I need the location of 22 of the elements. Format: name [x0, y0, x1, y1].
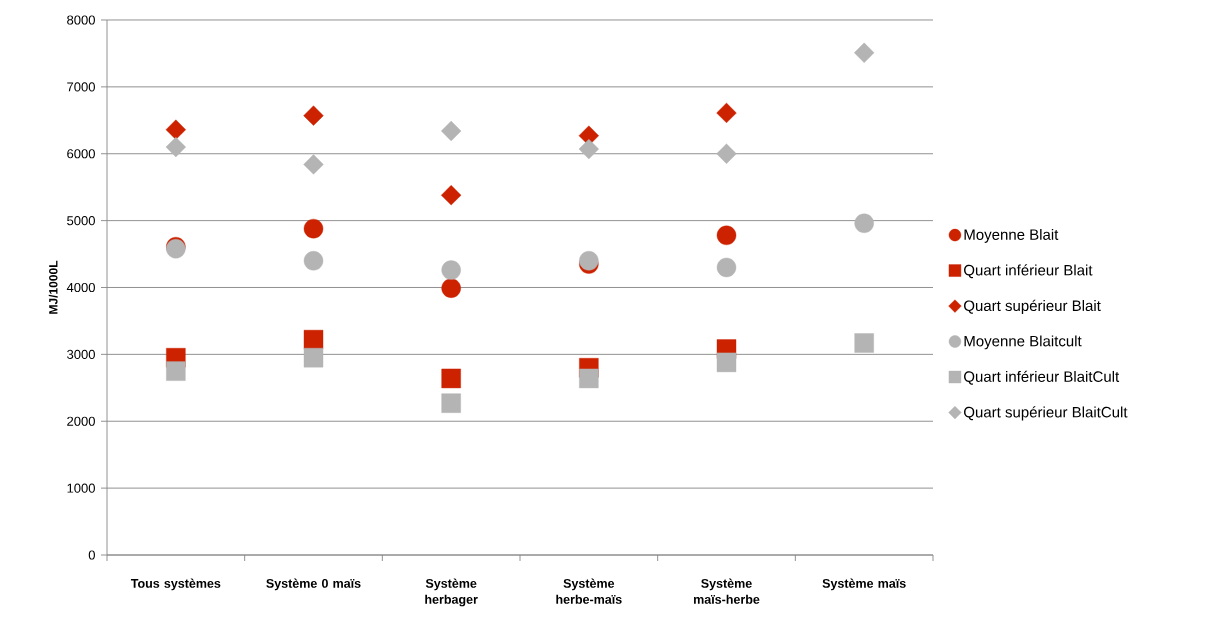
x-tick-label: Système maïs-herbe: [693, 578, 760, 604]
x-tick-label: Système herbager: [425, 578, 478, 607]
y-tick-label: 2000: [67, 416, 95, 426]
legend-label: Quart inférieur BlaitCult: [964, 370, 1120, 385]
legend-label: Quart supérieur Blait: [964, 299, 1101, 314]
y-tick-label: 3000: [67, 349, 95, 359]
y-axis-title: MJ/1000L: [48, 260, 58, 314]
y-tick-label: 4000: [66, 282, 95, 293]
y-tick-label: 1000: [67, 483, 95, 493]
x-tick-label: Système 0 maïs: [266, 578, 361, 591]
y-tick-label: 8000: [67, 15, 95, 25]
x-tick-label: Système herbe-maïs: [556, 578, 622, 604]
y-tick-label: 5000: [67, 216, 95, 226]
y-tick-label: 6000: [67, 149, 95, 159]
legend-label: Moyenne Blait: [964, 228, 1059, 243]
legend-label: Quart inférieur Blait: [964, 264, 1093, 279]
x-tick-label: Tous systèmes: [130, 578, 221, 591]
legend-label: Moyenne Blaitcult: [964, 335, 1082, 350]
y-tick-label: 7000: [67, 82, 95, 92]
legend-label: Quart supérieur BlaitCult: [964, 406, 1128, 421]
y-tick-label: 0: [88, 550, 95, 560]
x-tick-label: Système maïs: [822, 578, 906, 591]
